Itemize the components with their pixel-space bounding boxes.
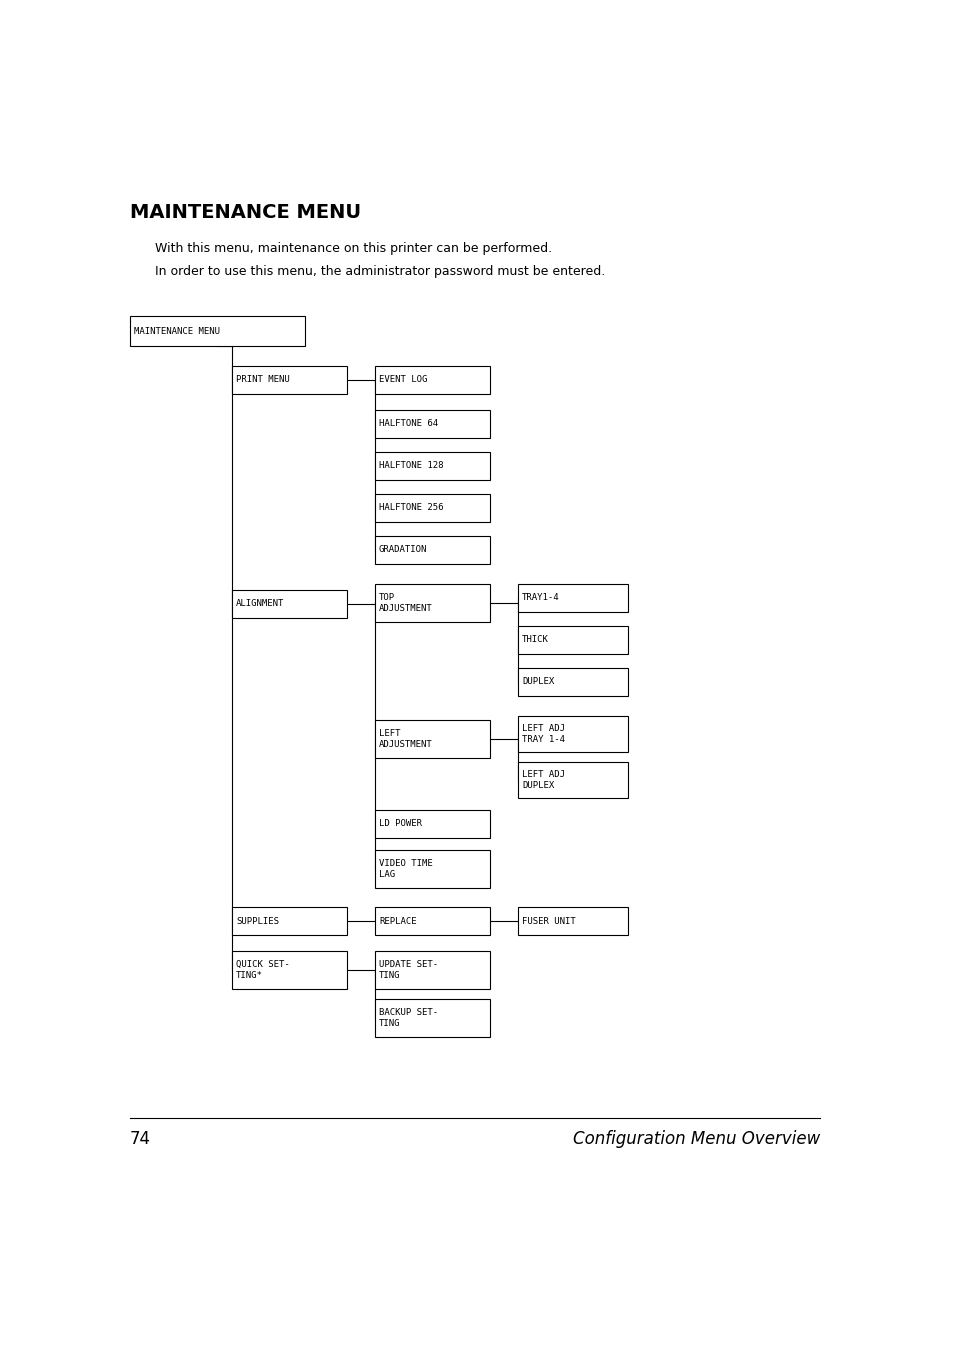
Text: UPDATE SET-
TING: UPDATE SET- TING [378,961,437,979]
Bar [517,667,627,696]
Bar [375,494,490,521]
Text: In order to use this menu, the administrator password must be entered.: In order to use this menu, the administr… [154,265,604,278]
Text: LEFT ADJ
DUPLEX: LEFT ADJ DUPLEX [521,770,564,790]
Text: THICK: THICK [521,635,548,644]
Bar [232,951,347,989]
Text: SUPPLIES: SUPPLIES [235,916,278,925]
Text: LD POWER: LD POWER [378,820,421,828]
Bar [517,716,627,753]
Bar [232,907,347,935]
Bar [375,951,490,989]
Bar [517,626,627,654]
Text: FUSER UNIT: FUSER UNIT [521,916,576,925]
Bar [375,850,490,888]
Text: QUICK SET-
TING*: QUICK SET- TING* [235,961,290,979]
Bar [517,907,627,935]
Text: VIDEO TIME
LAG: VIDEO TIME LAG [378,859,433,880]
Text: REPLACE: REPLACE [378,916,416,925]
Bar [517,762,627,798]
Bar [517,584,627,612]
Text: GRADATION: GRADATION [378,546,427,554]
Bar [375,453,490,480]
Text: HALFTONE 64: HALFTONE 64 [378,420,437,428]
Bar [375,811,490,838]
Text: TOP
ADJUSTMENT: TOP ADJUSTMENT [378,593,433,613]
Bar [375,584,490,621]
Bar [130,316,305,346]
Text: MAINTENANCE MENU: MAINTENANCE MENU [130,203,361,222]
Text: BACKUP SET-
TING: BACKUP SET- TING [378,1008,437,1028]
Text: DUPLEX: DUPLEX [521,677,554,686]
Bar [375,998,490,1038]
Text: LEFT
ADJUSTMENT: LEFT ADJUSTMENT [378,730,433,748]
Text: TRAY1-4: TRAY1-4 [521,593,559,603]
Text: Configuration Menu Overview: Configuration Menu Overview [572,1129,820,1148]
Text: 74: 74 [130,1129,151,1148]
Text: HALFTONE 256: HALFTONE 256 [378,504,443,512]
Text: ALIGNMENT: ALIGNMENT [235,600,284,608]
Text: EVENT LOG: EVENT LOG [378,376,427,385]
Bar [375,907,490,935]
Bar [375,366,490,394]
Text: LEFT ADJ
TRAY 1-4: LEFT ADJ TRAY 1-4 [521,724,564,744]
Text: PRINT MENU: PRINT MENU [235,376,290,385]
Text: With this menu, maintenance on this printer can be performed.: With this menu, maintenance on this prin… [154,242,552,255]
Text: HALFTONE 128: HALFTONE 128 [378,462,443,470]
Bar [375,536,490,563]
Bar [232,590,347,617]
Text: MAINTENANCE MENU: MAINTENANCE MENU [133,327,220,335]
Bar [375,409,490,438]
Bar [232,366,347,394]
Bar [375,720,490,758]
